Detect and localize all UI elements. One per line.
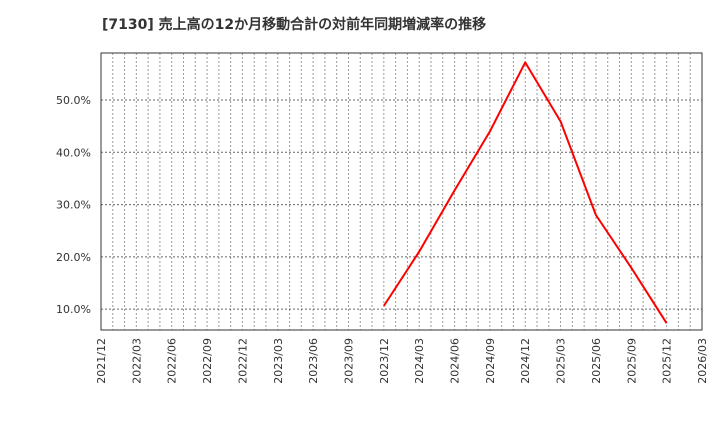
x-tick-label: 2023/03 bbox=[272, 338, 285, 384]
x-tick-label: 2024/06 bbox=[449, 338, 462, 384]
y-tick-label: 20.0% bbox=[56, 251, 91, 264]
x-tick-label: 2025/06 bbox=[590, 338, 603, 384]
chart-title: [7130] 売上高の12か月移動合計の対前年同期増減率の推移 bbox=[102, 17, 487, 33]
series-line bbox=[382, 61, 668, 324]
data-series bbox=[382, 61, 668, 324]
y-tick-label: 30.0% bbox=[56, 199, 91, 212]
x-tick-label: 2026/03 bbox=[696, 338, 709, 384]
x-tick-label: 2022/09 bbox=[201, 338, 214, 384]
x-tick-label: 2022/12 bbox=[236, 338, 249, 384]
x-tick-label: 2024/12 bbox=[519, 338, 532, 384]
x-tick-label: 2025/03 bbox=[555, 338, 568, 384]
x-tick-label: 2021/12 bbox=[95, 338, 108, 384]
x-tick-label: 2022/03 bbox=[130, 338, 143, 384]
grid-lines bbox=[101, 53, 702, 330]
x-tick-label: 2025/09 bbox=[625, 338, 638, 384]
x-tick-label: 2024/03 bbox=[413, 338, 426, 384]
y-tick-label: 40.0% bbox=[56, 146, 91, 159]
y-tick-label: 10.0% bbox=[56, 303, 91, 316]
y-tick-label: 50.0% bbox=[56, 94, 91, 107]
x-tick-label: 2024/09 bbox=[484, 338, 497, 384]
x-tick-label: 2023/06 bbox=[307, 338, 320, 384]
x-tick-label: 2022/06 bbox=[166, 338, 179, 384]
x-tick-label: 2025/12 bbox=[661, 338, 674, 384]
x-tick-label: 2023/12 bbox=[378, 338, 391, 384]
x-tick-label: 2023/09 bbox=[342, 338, 355, 384]
plot-frame bbox=[100, 52, 703, 331]
y-axis: 10.0% 20.0% 30.0% 40.0% 50.0% bbox=[56, 94, 91, 316]
x-axis: 2021/12 2022/03 2022/06 2022/09 2022/12 2023/… bbox=[95, 338, 709, 384]
